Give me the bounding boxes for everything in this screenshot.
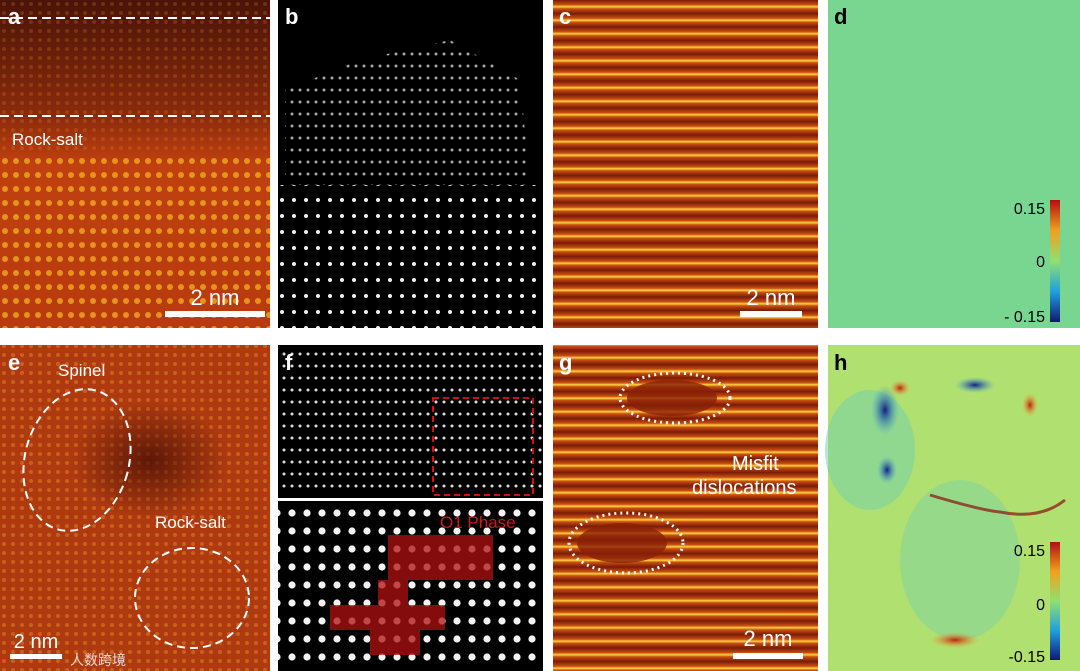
scale-bar-label: 2 nm <box>191 285 240 310</box>
colorbar-label: -0.15 <box>1009 649 1046 666</box>
panel-label: e <box>8 350 20 375</box>
watermark: 人数跨境 <box>70 652 126 668</box>
scale-bar-label: 2 nm <box>747 285 796 310</box>
panel-label: d <box>834 4 847 29</box>
panel-label: b <box>285 4 298 29</box>
annotation: O1 Phase <box>440 513 516 532</box>
annotation: Misfit <box>732 453 779 475</box>
colorbar-label: 0.15 <box>1014 543 1045 560</box>
panel-label: h <box>834 350 847 375</box>
annotation: Spinel <box>58 361 105 380</box>
panel-b: b <box>278 0 543 328</box>
annotation: Rock-salt <box>12 130 83 149</box>
panel-d: d 0.15 0 - 0.15 <box>828 0 1080 328</box>
panel-f: f O1 Phase <box>278 345 543 671</box>
panel-label: g <box>559 350 572 375</box>
colorbar-label: 0.15 <box>1014 201 1045 218</box>
colorbar-label: 0 <box>1036 597 1045 614</box>
scale-bar-label: 2 nm <box>14 631 58 653</box>
annotation: dislocations <box>692 477 797 499</box>
panel-label: a <box>8 4 21 29</box>
scale-bar-label: 2 nm <box>744 626 793 651</box>
colorbar-label: - 0.15 <box>1004 309 1045 326</box>
panel-a: a Rock-salt 2 nm <box>0 0 270 328</box>
panel-g: g Misfit dislocations 2 nm <box>553 345 818 671</box>
annotation: Rock-salt <box>155 513 226 532</box>
panel-e: e Spinel Rock-salt 2 nm 人数跨境 <box>0 345 270 671</box>
panel-c: c 2 nm <box>553 0 818 328</box>
panel-h: h 0.15 0 -0.15 <box>825 345 1080 671</box>
panel-label: c <box>559 4 571 29</box>
colorbar-label: 0 <box>1036 254 1045 271</box>
panel-label: f <box>285 350 293 375</box>
